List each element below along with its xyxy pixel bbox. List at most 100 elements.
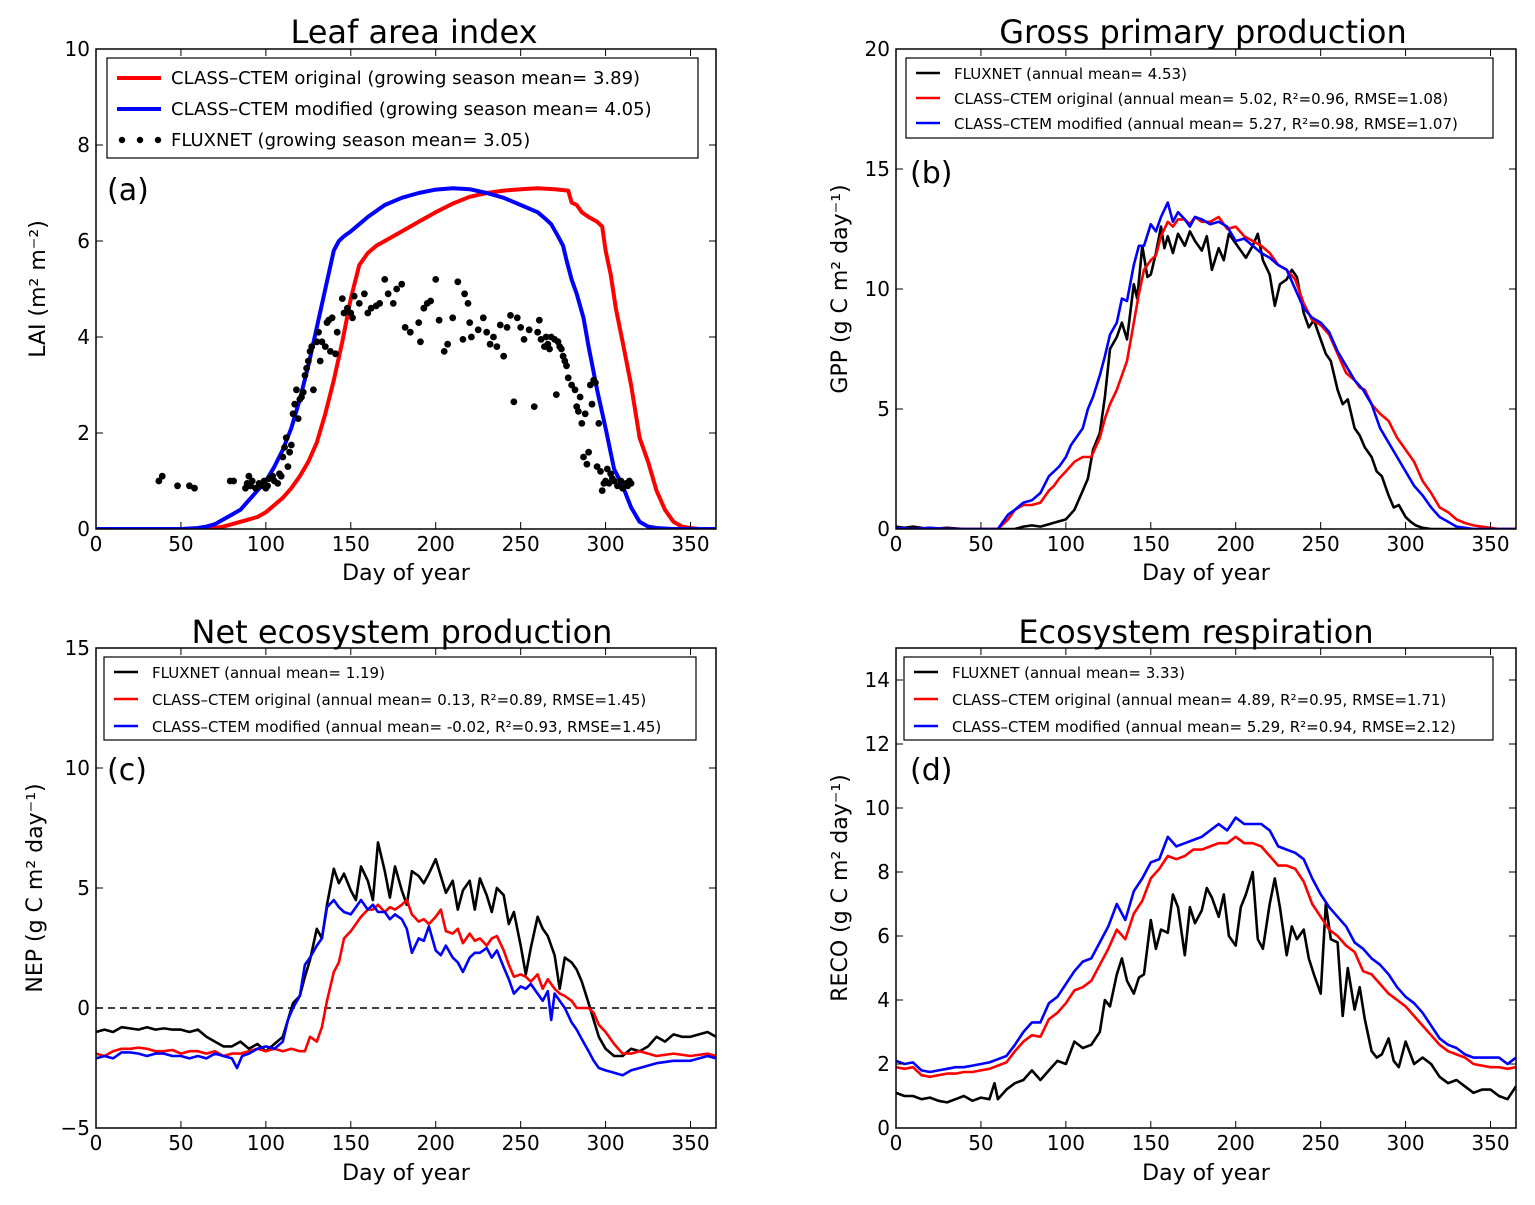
x-tick-label: 350	[671, 1131, 709, 1155]
data-point	[598, 487, 606, 494]
y-tick-label: 10	[65, 756, 90, 780]
data-point	[535, 316, 543, 324]
data-point	[174, 482, 181, 490]
legend-label: FLUXNET (annual mean= 4.53)	[954, 65, 1187, 83]
data-point	[435, 316, 443, 324]
x-tick-label: 50	[168, 532, 193, 556]
data-point	[252, 484, 260, 492]
data-point	[513, 314, 521, 322]
data-point	[155, 477, 163, 485]
y-tick-label: 0	[77, 517, 90, 541]
x-tick-label: 0	[890, 1131, 903, 1155]
x-tick-label: 250	[1302, 1131, 1340, 1155]
data-point	[633, 0, 640, 3]
data-point	[364, 309, 372, 317]
data-point	[576, 393, 584, 401]
x-tick-label: 200	[417, 1131, 455, 1155]
data-point	[287, 441, 295, 449]
panel-c-net-ecosystem-production: Net ecosystem production 0 50 100 150 200 250…	[23, 613, 717, 1186]
data-point	[454, 278, 462, 286]
data-point	[340, 309, 348, 317]
data-point	[461, 290, 469, 298]
y-tick-label: 12	[865, 732, 890, 756]
data-point	[332, 350, 339, 358]
x-tick-label: 100	[247, 532, 285, 556]
legend-label: CLASS–CTEM original (annual mean= 5.02, …	[954, 90, 1448, 108]
data-point	[318, 338, 326, 346]
data-point	[401, 324, 409, 331]
legend-item: FLUXNET (annual mean= 1.19)	[114, 664, 385, 682]
x-tick-label: 300	[586, 532, 624, 556]
y-tick-label: 10	[65, 37, 90, 61]
y-tick-label: 14	[865, 668, 890, 692]
panel-c-title: Net ecosystem production	[192, 613, 613, 651]
panel-d-title: Ecosystem respiration	[1018, 613, 1373, 651]
data-point	[479, 314, 487, 322]
series-class-ctem-modified-line	[96, 898, 716, 1077]
data-point	[534, 328, 542, 336]
legend-item: CLASS–CTEM original (annual mean= 5.02, …	[916, 90, 1448, 108]
x-tick-label: 150	[1132, 1131, 1170, 1155]
data-point	[360, 290, 368, 298]
data-point	[593, 463, 601, 470]
legend-label: CLASS–CTEM original (growing season mean…	[171, 68, 640, 89]
data-point	[520, 336, 528, 343]
data-point	[490, 333, 497, 341]
data-point	[301, 372, 309, 379]
data-point	[293, 386, 300, 394]
data-point	[568, 381, 576, 389]
panel-c-ylabel: NEP (g C m² day⁻¹)	[23, 783, 48, 992]
panel-b-title: Gross primary production	[999, 13, 1407, 51]
data-point	[327, 348, 334, 355]
data-point	[350, 292, 358, 300]
x-tick-label: 250	[502, 1131, 540, 1155]
data-point	[558, 345, 565, 353]
x-tick-label: 150	[1132, 532, 1170, 556]
legend-box	[905, 57, 1494, 139]
data-point	[496, 321, 504, 329]
panel-b-label: (b)	[910, 156, 952, 191]
data-point	[483, 328, 491, 336]
data-point	[308, 343, 316, 350]
data-point	[510, 398, 518, 406]
legend-item: FLUXNET (annual mean= 3.33)	[914, 664, 1185, 682]
data-point	[537, 336, 545, 343]
data-point	[614, 482, 621, 490]
data-point	[578, 420, 586, 427]
data-point	[474, 326, 482, 334]
data-point	[588, 400, 596, 408]
legend-label: FLUXNET (growing season mean= 3.05)	[171, 130, 530, 151]
legend-label: CLASS–CTEM modified (growing season mean…	[171, 99, 652, 120]
data-point	[571, 386, 579, 394]
legend: CLASS–CTEM original (growing season mean…	[106, 57, 699, 159]
data-point	[316, 357, 324, 365]
data-point	[595, 420, 603, 427]
x-tick-label: 100	[1047, 532, 1085, 556]
legend-label: FLUXNET (annual mean= 1.19)	[152, 664, 385, 682]
data-point	[313, 338, 321, 346]
data-point	[610, 477, 618, 485]
data-point	[486, 340, 494, 348]
data-point	[277, 472, 285, 480]
legend-marker-dot	[136, 136, 144, 144]
data-point	[191, 484, 198, 492]
data-point	[260, 477, 268, 485]
x-tick-label: 200	[1217, 532, 1255, 556]
panel-c-xlabel: Day of year	[342, 1161, 471, 1186]
x-tick-label: 350	[1471, 1131, 1509, 1155]
data-point	[289, 410, 297, 418]
data-point	[583, 460, 591, 468]
data-point	[279, 453, 287, 461]
y-tick-label: 0	[877, 517, 890, 541]
legend-label: CLASS–CTEM modified (annual mean= -0.02,…	[152, 718, 661, 736]
data-point	[605, 480, 613, 487]
data-point	[575, 408, 582, 415]
panel-b-gross-primary-production: Gross primary production 0 50 100 150 200 250…	[828, 13, 1517, 586]
legend-marker-dot	[154, 136, 162, 144]
data-point	[248, 477, 256, 485]
data-point	[286, 448, 294, 456]
data-point	[467, 333, 475, 341]
data-point	[493, 343, 501, 350]
data-point	[291, 400, 299, 408]
